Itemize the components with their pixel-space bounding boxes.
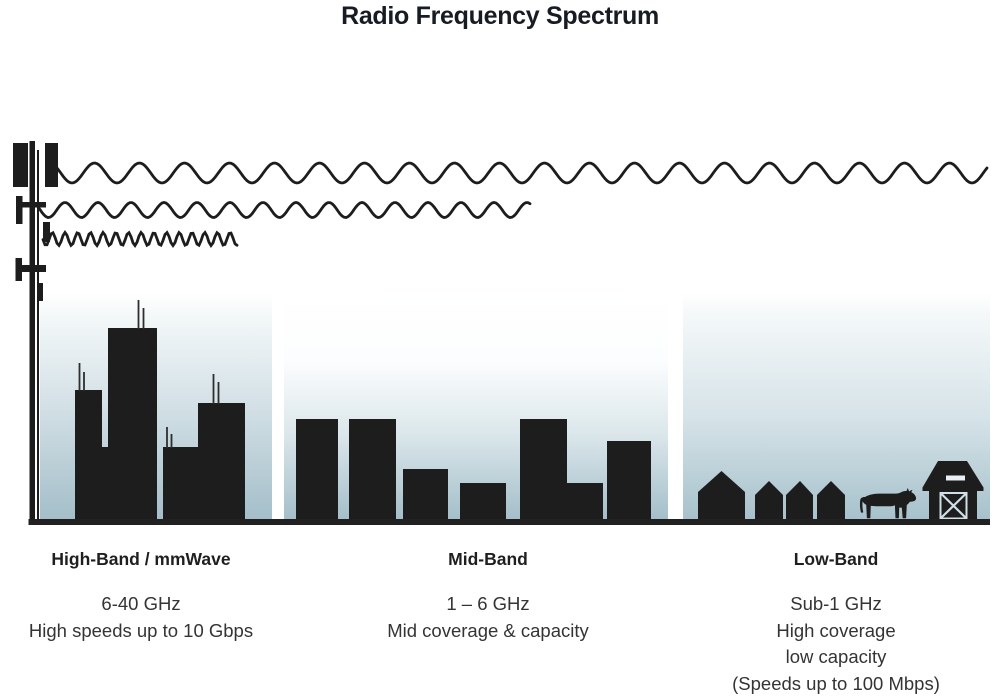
cell-tower-icon	[13, 141, 58, 525]
mid-band-buildings-icon	[296, 419, 651, 520]
wave-medium-icon	[36, 201, 532, 219]
building-connector	[102, 447, 108, 520]
house-icon	[755, 481, 783, 520]
radio-waves	[36, 161, 989, 248]
band-detail: 6-40 GHz	[101, 593, 181, 614]
building-icon	[296, 419, 338, 520]
band-heading: Low-Band	[793, 549, 879, 569]
band-detail: High speeds up to 10 Gbps	[28, 619, 254, 641]
ground-line	[28, 519, 990, 525]
wave-long-icon	[55, 161, 989, 185]
band-label-mid: Mid-Band 1 – 6 GHz Mid coverage & capaci…	[347, 549, 629, 644]
band-detail: (Speeds up to 100 Mbps)	[732, 672, 940, 694]
band-detail: 1 – 6 GHz	[446, 593, 530, 614]
skyscraper-icon	[108, 328, 157, 520]
band-detail: High coverage	[776, 619, 896, 641]
spectrum-graphic	[13, 141, 990, 525]
rooftop-antennas	[78, 300, 220, 448]
band-detail: Mid coverage & capacity	[387, 619, 589, 641]
building-icon	[607, 441, 651, 520]
band-detail: Sub-1 GHz	[790, 593, 882, 614]
low-band-farm-icon	[698, 461, 984, 520]
house-icon	[786, 481, 813, 520]
mid-band-coverage-panel	[284, 293, 668, 520]
building-icon	[163, 447, 198, 520]
wave-short-icon	[41, 230, 239, 248]
skyscraper-icon	[75, 390, 102, 520]
band-label-high: High-Band / mmWave 6-40 GHz High speeds …	[0, 549, 282, 644]
band-detail: low capacity	[785, 646, 887, 667]
house-icon	[698, 471, 745, 520]
cow-icon	[859, 487, 917, 519]
building-icon	[403, 469, 448, 520]
building-icon	[520, 419, 567, 520]
band-heading: High-Band / mmWave	[51, 549, 231, 569]
band-heading: Mid-Band	[448, 549, 528, 569]
barn-icon	[922, 461, 984, 520]
building-icon	[567, 483, 603, 520]
high-band-city-icon	[75, 300, 245, 520]
house-icon	[817, 481, 845, 520]
building-icon	[460, 483, 506, 520]
skyscraper-icon	[198, 403, 245, 520]
diagram-title: Radio Frequency Spectrum	[341, 2, 659, 30]
building-icon	[349, 419, 396, 520]
band-label-low: Low-Band Sub-1 GHz High coverage low cap…	[675, 549, 997, 697]
